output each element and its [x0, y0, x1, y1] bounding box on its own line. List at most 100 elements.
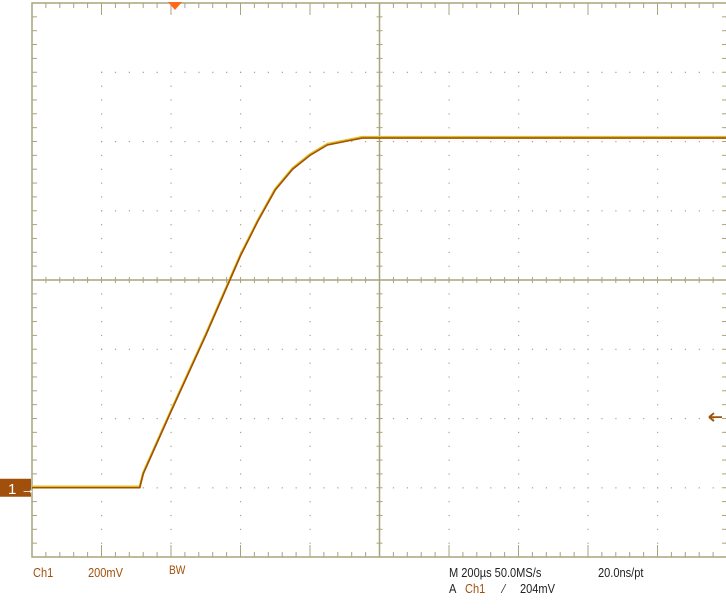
grid-dot: [587, 251, 589, 253]
grid-dot: [615, 141, 617, 143]
grid-dot: [434, 210, 436, 212]
grid-dot: [518, 210, 520, 212]
grid-dot: [240, 141, 242, 143]
ground-marker-label: 1 →: [8, 481, 36, 498]
grid-dot: [518, 404, 520, 406]
grid-dot: [559, 141, 561, 143]
grid-dot: [518, 251, 520, 253]
grid-dot: [448, 487, 450, 489]
grid-dot: [698, 487, 700, 489]
grid-dot: [406, 348, 408, 350]
grid-dot: [420, 71, 422, 73]
channel-label: Ch1: [33, 565, 54, 580]
grid-dot: [170, 196, 172, 198]
grid-dot: [587, 445, 589, 447]
grid-dot: [657, 501, 659, 503]
grid-dot: [587, 431, 589, 434]
grid-dot: [545, 71, 547, 73]
grid-dot: [101, 334, 103, 337]
grid-dot: [448, 445, 450, 447]
grid-dot: [309, 445, 311, 447]
grid-dot: [101, 459, 103, 461]
grid-dot: [309, 237, 311, 240]
grid-dot: [615, 210, 617, 212]
grid-dot: [518, 487, 520, 489]
grid-dot: [657, 127, 659, 129]
grid-dot: [170, 431, 172, 434]
grid-dot: [128, 141, 130, 143]
grid-dot: [309, 334, 311, 337]
grid-dot: [309, 487, 311, 489]
grid-dot: [518, 168, 520, 170]
grid-dot: [253, 71, 256, 73]
grid-dot: [657, 348, 659, 350]
grid-dot: [240, 224, 242, 226]
grid-dot: [587, 473, 589, 475]
trigger-prefix: A: [449, 581, 457, 596]
grid-dot: [712, 210, 714, 212]
grid-dot: [295, 418, 297, 420]
grid-dot: [309, 501, 311, 503]
grid-dot: [170, 404, 172, 406]
grid-dot: [198, 418, 200, 420]
grid-dot: [253, 210, 256, 212]
grid-dot: [170, 362, 172, 364]
grid-dot: [657, 237, 659, 240]
grid-dot: [351, 487, 353, 489]
grid-dot: [448, 404, 450, 406]
grid-dot: [448, 376, 450, 378]
grid-dot: [281, 348, 283, 350]
grid-dot: [267, 210, 269, 212]
grid-dot: [170, 487, 172, 489]
grid-dot: [448, 182, 450, 184]
grid-dot: [142, 141, 144, 143]
grid-dot: [615, 487, 617, 489]
grid-dot: [101, 141, 103, 143]
grid-dot: [170, 293, 172, 295]
grid-dot: [448, 210, 450, 212]
grid-dot: [518, 141, 520, 143]
grid-dot: [448, 168, 450, 170]
grid-dot: [670, 210, 673, 212]
grid-dot: [448, 224, 450, 226]
grid-dot: [323, 418, 325, 420]
grid-dot: [601, 141, 603, 143]
grid-dot: [101, 196, 103, 198]
grid-dot: [240, 71, 242, 73]
grid-dot: [128, 71, 130, 73]
grid-dot: [573, 210, 575, 212]
grid-dot: [448, 307, 450, 309]
grid-dot: [281, 418, 283, 420]
grid-dot: [504, 418, 506, 420]
grid-dot: [170, 154, 172, 157]
grid-dot: [240, 390, 242, 392]
grid-dot: [281, 141, 283, 143]
grid-dot: [462, 141, 464, 143]
grid-dot: [712, 71, 714, 73]
grid-dot: [226, 487, 228, 489]
grid-dot: [518, 321, 520, 323]
grid-dot: [531, 71, 534, 73]
grid-dot: [657, 182, 659, 184]
grid-dot: [601, 210, 603, 212]
grid-dot: [587, 376, 589, 378]
grid-dot: [253, 141, 256, 143]
channel1-ground-marker: [0, 478, 31, 497]
grid-dot: [518, 127, 520, 129]
grid-dot: [559, 487, 561, 489]
grid-dot: [295, 210, 297, 212]
grid-dot: [643, 487, 645, 489]
grid-dot: [156, 210, 158, 212]
grid-dot: [518, 362, 520, 364]
grid-dot: [698, 141, 700, 143]
grid-dot: [101, 99, 103, 101]
grid-dot: [240, 99, 242, 101]
grid-dot: [545, 487, 547, 489]
grid-dot: [587, 71, 589, 73]
grid-dot: [531, 141, 534, 143]
grid-dot: [518, 265, 520, 267]
grid-dot: [670, 418, 673, 420]
grid-dot: [587, 307, 589, 309]
grid-dot: [657, 362, 659, 364]
